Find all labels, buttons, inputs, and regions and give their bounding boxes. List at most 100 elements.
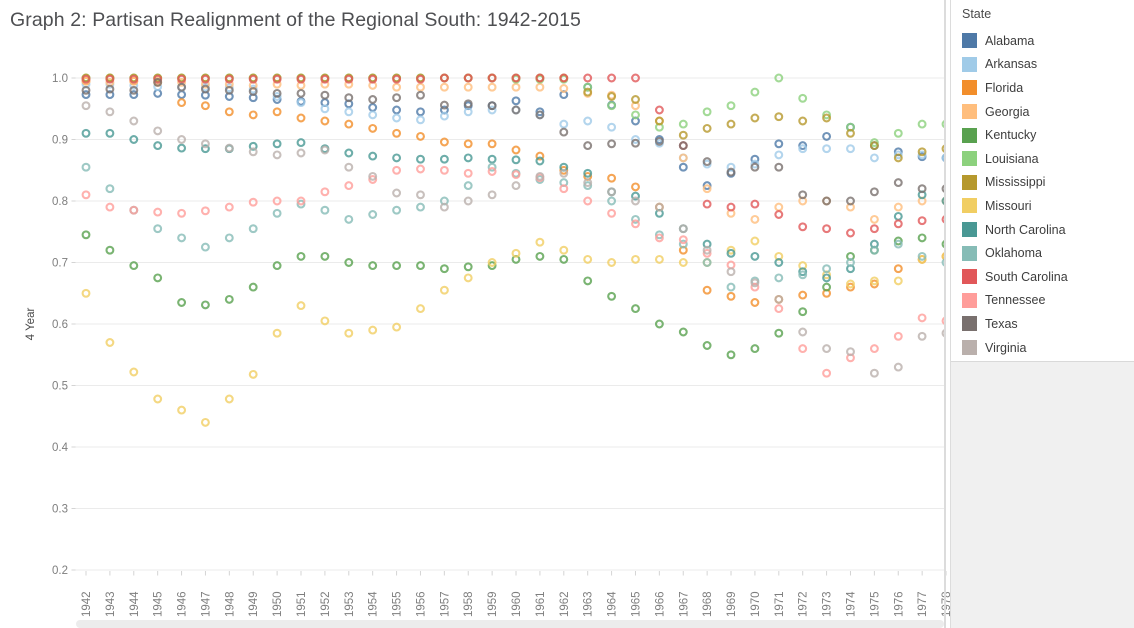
data-point-tennessee[interactable] xyxy=(798,344,808,354)
data-point-arkansas[interactable] xyxy=(774,150,784,160)
data-point-kentucky[interactable] xyxy=(439,264,449,274)
data-point-florida[interactable] xyxy=(200,101,210,111)
data-point-tennessee[interactable] xyxy=(463,168,473,178)
data-point-virginia[interactable] xyxy=(607,187,617,197)
data-point-oklahoma[interactable] xyxy=(200,242,210,252)
data-point-texas[interactable] xyxy=(607,139,617,149)
data-point-oklahoma[interactable] xyxy=(941,258,950,267)
data-point-virginia[interactable] xyxy=(224,143,234,153)
data-point-florida[interactable] xyxy=(702,285,712,295)
data-point-arkansas[interactable] xyxy=(893,150,903,160)
data-point-kentucky[interactable] xyxy=(654,319,664,329)
data-point-north-carolina[interactable] xyxy=(463,153,473,163)
data-point-north-carolina[interactable] xyxy=(726,248,736,258)
data-point-mississippi[interactable] xyxy=(941,144,950,154)
data-point-florida[interactable] xyxy=(463,139,473,149)
data-point-texas[interactable] xyxy=(822,196,832,206)
data-point-kentucky[interactable] xyxy=(917,233,927,243)
data-point-virginia[interactable] xyxy=(869,368,879,378)
legend-item-arkansas[interactable]: Arkansas xyxy=(951,53,1134,77)
data-point-texas[interactable] xyxy=(917,184,927,194)
data-point-oklahoma[interactable] xyxy=(487,162,497,172)
data-point-texas[interactable] xyxy=(654,136,664,146)
data-point-louisiana[interactable] xyxy=(893,128,903,138)
data-point-oklahoma[interactable] xyxy=(463,181,473,191)
data-point-georgia[interactable] xyxy=(559,84,569,93)
data-point-florida[interactable] xyxy=(248,110,258,120)
data-point-virginia[interactable] xyxy=(129,116,139,126)
data-point-south-carolina[interactable] xyxy=(177,74,187,84)
data-point-oklahoma[interactable] xyxy=(631,214,640,224)
data-point-north-carolina[interactable] xyxy=(296,138,306,148)
data-point-oklahoma[interactable] xyxy=(798,270,808,280)
data-point-missouri[interactable] xyxy=(607,258,617,267)
data-point-texas[interactable] xyxy=(153,77,163,87)
data-point-texas[interactable] xyxy=(631,138,640,148)
data-point-north-carolina[interactable] xyxy=(439,154,449,164)
data-point-alabama[interactable] xyxy=(702,181,712,191)
data-point-south-carolina[interactable] xyxy=(81,74,91,84)
data-point-missouri[interactable] xyxy=(678,258,688,267)
data-point-missouri[interactable] xyxy=(344,328,354,338)
data-point-georgia[interactable] xyxy=(511,82,521,92)
data-point-tennessee[interactable] xyxy=(320,187,330,197)
data-point-south-carolina[interactable] xyxy=(893,219,903,229)
data-point-kentucky[interactable] xyxy=(344,258,354,267)
data-point-missouri[interactable] xyxy=(153,394,163,404)
data-point-oklahoma[interactable] xyxy=(153,224,163,234)
data-point-mississippi[interactable] xyxy=(726,119,736,129)
data-point-tennessee[interactable] xyxy=(702,248,712,258)
data-point-texas[interactable] xyxy=(893,178,903,188)
data-point-texas[interactable] xyxy=(416,90,425,100)
legend-item-mississippi[interactable]: Mississippi xyxy=(951,171,1134,195)
data-point-south-carolina[interactable] xyxy=(702,199,712,209)
data-point-arkansas[interactable] xyxy=(487,105,497,115)
data-point-texas[interactable] xyxy=(224,85,234,95)
data-point-alabama[interactable] xyxy=(105,90,115,100)
data-point-virginia[interactable] xyxy=(535,171,545,181)
data-point-texas[interactable] xyxy=(702,157,712,167)
data-point-oklahoma[interactable] xyxy=(81,162,91,172)
data-point-florida[interactable] xyxy=(726,291,736,301)
data-point-missouri[interactable] xyxy=(941,252,950,261)
data-point-missouri[interactable] xyxy=(869,276,879,286)
data-point-missouri[interactable] xyxy=(177,405,187,415)
data-point-virginia[interactable] xyxy=(296,148,306,158)
data-point-south-carolina[interactable] xyxy=(344,74,354,84)
data-point-louisiana[interactable] xyxy=(726,101,736,111)
data-point-tennessee[interactable] xyxy=(177,208,187,218)
data-point-south-carolina[interactable] xyxy=(105,74,115,84)
data-point-virginia[interactable] xyxy=(726,267,736,277)
data-point-arkansas[interactable] xyxy=(798,144,808,154)
data-point-oklahoma[interactable] xyxy=(893,239,903,249)
data-point-missouri[interactable] xyxy=(750,236,760,246)
data-point-oklahoma[interactable] xyxy=(702,258,712,267)
data-point-kentucky[interactable] xyxy=(559,254,569,264)
data-point-north-carolina[interactable] xyxy=(487,154,497,164)
data-point-georgia[interactable] xyxy=(869,214,879,224)
data-point-georgia[interactable] xyxy=(750,214,760,224)
data-point-missouri[interactable] xyxy=(631,254,640,264)
data-point-georgia[interactable] xyxy=(774,202,784,212)
data-point-oklahoma[interactable] xyxy=(272,208,282,218)
data-point-georgia[interactable] xyxy=(535,82,545,92)
data-point-tennessee[interactable] xyxy=(81,190,91,200)
data-point-virginia[interactable] xyxy=(177,135,187,144)
data-point-florida[interactable] xyxy=(607,173,617,183)
legend-item-tennessee[interactable]: Tennessee xyxy=(951,289,1134,313)
data-point-kentucky[interactable] xyxy=(200,300,210,310)
data-point-tennessee[interactable] xyxy=(200,206,210,216)
data-point-kentucky[interactable] xyxy=(296,251,306,261)
data-point-oklahoma[interactable] xyxy=(822,264,832,274)
data-point-tennessee[interactable] xyxy=(607,208,617,218)
data-point-louisiana[interactable] xyxy=(607,101,617,111)
data-point-virginia[interactable] xyxy=(200,139,210,149)
data-point-north-carolina[interactable] xyxy=(774,258,784,267)
data-point-kentucky[interactable] xyxy=(320,251,330,261)
data-point-virginia[interactable] xyxy=(392,188,402,198)
data-point-kentucky[interactable] xyxy=(798,307,808,317)
data-point-mississippi[interactable] xyxy=(702,123,712,133)
data-point-alabama[interactable] xyxy=(368,103,378,112)
data-point-tennessee[interactable] xyxy=(416,164,425,174)
data-point-kentucky[interactable] xyxy=(678,327,688,337)
